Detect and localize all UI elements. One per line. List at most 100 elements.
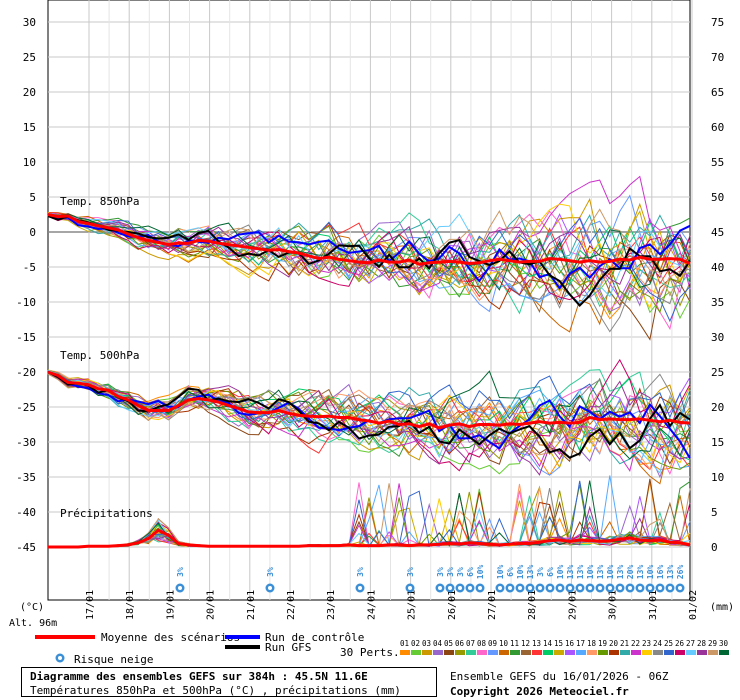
t850-label: Temp. 850hPa [60,195,139,208]
right-tick-label: 0 [711,541,718,554]
snow-risk-label: 13% [616,565,625,580]
pert-number: 21 [620,639,629,648]
control-t850-line [47,214,691,290]
right-tick-label: 30 [711,331,724,344]
snowflake-icon-center [408,586,412,590]
left-tick-label: 30 [23,16,36,29]
right-tick-label: 60 [711,121,724,134]
snow-risk-row: 3% 3% 3% 3% 3% 3% 3% 6% 10% 10% 6% 10% 13% 3% 6% 10% 13%… [175,565,685,593]
right-tick-label: 65 [711,86,724,99]
right-tick-label: 45 [711,226,724,239]
snow-risk-label: 3% [456,567,465,577]
snow-risk-label: 20% [626,565,635,580]
pert-swatch [400,650,410,655]
pert-swatch [664,650,674,655]
snow-risk-label: 6% [506,567,515,577]
snowflake-icon-center [588,586,592,590]
left-tick-label: 10 [23,156,36,169]
legend-mean-label: Moyenne des scénarios [101,631,240,644]
snowflake-icon-center [598,586,602,590]
x-tick-label: 24/01 [366,590,377,620]
snowflake-icon-center [178,586,182,590]
mean-t850-line [47,213,691,266]
snow-risk-label: 3% [446,567,455,577]
pert-number: 26 [675,639,685,648]
left-tick-label: 5 [29,191,36,204]
snow-risk-label: 6% [466,567,475,577]
legend-control-label: Run de contrôle [265,631,364,644]
pert-swatch [587,650,597,655]
right-tick-label: 10 [711,471,724,484]
legend-snow-label: Risque neige [74,653,153,666]
snow-risk-label: 10% [646,565,655,580]
left-axis-unit: (°C) [20,602,44,613]
pert-swatch [455,650,465,655]
x-tick-label: 18/01 [125,590,136,620]
snow-risk-label: 13% [636,565,645,580]
pert-number: 11 [510,639,519,648]
pert-number: 15 [554,639,563,648]
snowflake-icon-center [458,586,462,590]
pert-swatch [411,650,421,655]
snowflake-icon-center [358,586,362,590]
x-tick-label: 19/01 [165,590,176,620]
pert-number: 19 [598,639,607,648]
gfs-t500-line [47,371,691,459]
pert-swatch [675,650,685,655]
mean-precip-line [48,528,691,549]
left-tick-label: -40 [16,506,36,519]
snow-risk-label: 3% [536,567,545,577]
snowflake-icon-center [578,586,582,590]
snowflake-icon-center [518,586,522,590]
snowflake-icon-center [618,586,622,590]
pert-number: 20 [609,639,619,648]
pert-swatch [697,650,707,655]
pert-swatch [510,650,520,655]
snowflake-icon-center [658,586,662,590]
pert-number: 08 [477,639,487,648]
left-tick-label: 0 [29,226,36,239]
mean-t500-line [47,370,691,430]
snow-risk-label: 3% [176,567,185,577]
pert-number: 14 [543,639,553,648]
x-tick-label: 27/01 [487,590,498,620]
pert-number: 06 [455,639,465,648]
pert-number: 23 [642,639,651,648]
left-tick-label: -30 [16,436,36,449]
left-tick-label: -5 [23,261,36,274]
x-tick-label: 21/01 [246,590,257,620]
gfs-t850-line [47,215,691,307]
snow-risk-label: 13% [666,565,675,580]
snowflake-icon-center [628,586,632,590]
snowflake-icon-center [438,586,442,590]
pert-number: 25 [664,639,673,648]
pert-number: 29 [708,639,717,648]
pert-number: 07 [466,639,475,648]
pert-swatch [488,650,498,655]
copyright: Copyright 2026 Meteociel.fr [450,685,629,698]
snow-risk-label: 26% [676,565,685,580]
pert-swatch [444,650,454,655]
snow-risk-label: 10% [496,565,505,580]
snowflake-icon-center [558,586,562,590]
snow-risk-label: 10% [586,565,595,580]
pert-swatch [543,650,553,655]
pert-number: 04 [433,639,443,648]
pert-number: 18 [587,639,597,648]
snow-risk-label: 3% [406,567,415,577]
t500-label: Temp. 500hPa [60,349,139,362]
altitude-label: Alt. 96m [9,618,57,629]
legend-perts-label: 30 Perts. [340,646,400,659]
title-box: Diagramme des ensembles GEFS sur 384h : … [21,667,437,697]
left-tick-label: -25 [16,401,36,414]
pert-swatch [686,650,696,655]
x-tick-label: 22/01 [286,590,297,620]
member-t500-line [47,369,691,464]
pert-number: 13 [532,639,541,648]
pert-swatch [609,650,619,655]
snow-risk-label: 10% [476,565,485,580]
run-info: Ensemble GEFS du 16/01/2026 - 06Z [450,670,669,683]
right-tick-label: 20 [711,401,724,414]
right-tick-label: 15 [711,436,724,449]
